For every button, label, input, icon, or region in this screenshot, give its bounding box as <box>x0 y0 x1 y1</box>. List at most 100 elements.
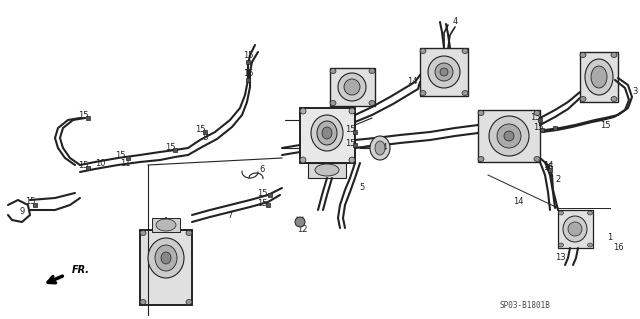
Ellipse shape <box>580 53 586 57</box>
Text: 14: 14 <box>377 144 387 152</box>
Ellipse shape <box>330 69 336 73</box>
Bar <box>580 52 618 102</box>
Ellipse shape <box>349 108 355 114</box>
Ellipse shape <box>534 110 540 115</box>
Bar <box>173 148 177 152</box>
Ellipse shape <box>440 68 448 76</box>
Text: 12: 12 <box>297 226 307 234</box>
Ellipse shape <box>148 238 184 278</box>
Bar <box>558 210 593 248</box>
Ellipse shape <box>140 300 146 305</box>
Ellipse shape <box>370 136 390 160</box>
Ellipse shape <box>611 53 617 57</box>
Text: 15: 15 <box>257 198 268 207</box>
Text: 11: 11 <box>120 159 131 167</box>
Text: 15: 15 <box>543 164 553 173</box>
Ellipse shape <box>534 157 540 161</box>
Ellipse shape <box>489 116 529 156</box>
Ellipse shape <box>186 300 192 305</box>
Ellipse shape <box>315 164 339 176</box>
Text: 15: 15 <box>25 197 35 206</box>
Bar <box>246 78 250 82</box>
Ellipse shape <box>156 219 176 231</box>
Bar <box>152 218 180 232</box>
Ellipse shape <box>300 108 306 114</box>
Text: 5: 5 <box>360 183 365 192</box>
Text: 4: 4 <box>452 18 458 26</box>
Text: 1: 1 <box>607 234 612 242</box>
Ellipse shape <box>140 231 146 235</box>
Bar <box>540 128 544 132</box>
Text: 16: 16 <box>612 243 623 253</box>
Text: 15: 15 <box>257 189 268 197</box>
Text: 14: 14 <box>513 197 524 206</box>
Ellipse shape <box>462 91 468 95</box>
Text: 6: 6 <box>259 166 265 174</box>
Text: 9: 9 <box>19 207 24 217</box>
Ellipse shape <box>322 127 332 139</box>
Ellipse shape <box>420 91 426 95</box>
Text: 15: 15 <box>195 125 205 135</box>
Bar <box>548 168 552 172</box>
Text: 15: 15 <box>164 144 175 152</box>
Bar <box>553 126 557 130</box>
Ellipse shape <box>559 211 563 215</box>
Text: 15: 15 <box>77 110 88 120</box>
Ellipse shape <box>497 124 521 148</box>
Text: FR.: FR. <box>72 265 90 275</box>
Bar <box>478 110 540 162</box>
Bar <box>126 156 130 160</box>
Text: 15: 15 <box>77 161 88 170</box>
Ellipse shape <box>462 48 468 54</box>
Bar <box>353 143 357 147</box>
Text: 15: 15 <box>115 152 125 160</box>
Ellipse shape <box>588 243 593 247</box>
Text: 15: 15 <box>243 50 253 60</box>
Bar <box>538 118 542 122</box>
Ellipse shape <box>186 231 192 235</box>
Ellipse shape <box>478 157 484 161</box>
Text: 15: 15 <box>532 122 543 131</box>
Ellipse shape <box>591 66 607 88</box>
Text: 15: 15 <box>345 138 355 147</box>
Ellipse shape <box>375 141 385 155</box>
Bar <box>86 166 90 170</box>
Ellipse shape <box>568 222 582 236</box>
Text: 10: 10 <box>95 159 105 167</box>
Text: 8: 8 <box>202 133 208 143</box>
Ellipse shape <box>155 245 177 271</box>
Bar <box>353 130 357 134</box>
Ellipse shape <box>344 79 360 95</box>
Ellipse shape <box>588 211 593 215</box>
Ellipse shape <box>300 157 306 163</box>
Text: 13: 13 <box>555 254 565 263</box>
Text: 14: 14 <box>543 160 553 169</box>
Ellipse shape <box>504 131 514 141</box>
Ellipse shape <box>317 121 337 145</box>
Ellipse shape <box>311 115 343 151</box>
Ellipse shape <box>161 252 171 264</box>
Bar <box>420 48 468 96</box>
Bar <box>140 230 192 305</box>
Ellipse shape <box>611 97 617 101</box>
Ellipse shape <box>563 216 587 242</box>
Text: 15: 15 <box>530 113 540 122</box>
Bar <box>266 203 270 207</box>
Bar <box>268 193 272 197</box>
Text: 7: 7 <box>227 211 233 219</box>
Ellipse shape <box>428 56 460 88</box>
Bar <box>330 68 375 106</box>
Ellipse shape <box>580 97 586 101</box>
Ellipse shape <box>330 100 336 106</box>
Ellipse shape <box>478 110 484 115</box>
Ellipse shape <box>369 100 375 106</box>
Ellipse shape <box>338 73 366 101</box>
Text: 15: 15 <box>600 121 611 130</box>
Ellipse shape <box>349 157 355 163</box>
Bar <box>308 163 346 178</box>
Bar <box>300 108 355 163</box>
Text: 14: 14 <box>407 78 417 86</box>
Text: 3: 3 <box>632 87 637 97</box>
Text: 2: 2 <box>556 175 561 184</box>
Ellipse shape <box>420 48 426 54</box>
